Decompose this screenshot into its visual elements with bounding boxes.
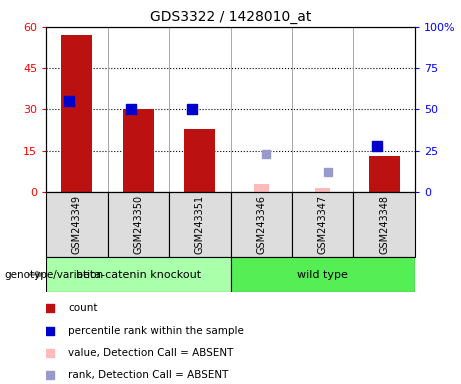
Point bbox=[260, 251, 268, 257]
Text: count: count bbox=[68, 303, 98, 313]
Text: GSM243349: GSM243349 bbox=[72, 195, 82, 254]
Bar bbox=[315, 188, 331, 192]
Bar bbox=[107, 192, 169, 257]
Bar bbox=[61, 35, 92, 192]
Bar bbox=[46, 192, 107, 257]
Bar bbox=[230, 192, 292, 257]
Text: GSM243350: GSM243350 bbox=[133, 195, 143, 254]
Bar bbox=[169, 192, 230, 257]
Bar bbox=[184, 129, 215, 192]
Bar bbox=[254, 184, 269, 192]
Point bbox=[262, 151, 270, 157]
Title: GDS3322 / 1428010_at: GDS3322 / 1428010_at bbox=[150, 10, 311, 25]
Text: percentile rank within the sample: percentile rank within the sample bbox=[68, 326, 244, 336]
Text: GSM243347: GSM243347 bbox=[318, 195, 328, 254]
Text: GSM243348: GSM243348 bbox=[379, 195, 389, 254]
Bar bbox=[123, 109, 154, 192]
Bar bbox=[230, 257, 415, 292]
Point bbox=[127, 106, 135, 113]
Point bbox=[189, 106, 196, 113]
Point bbox=[324, 169, 331, 175]
Point bbox=[373, 143, 380, 149]
Text: wild type: wild type bbox=[297, 270, 348, 280]
Point bbox=[66, 98, 73, 104]
Text: genotype/variation: genotype/variation bbox=[5, 270, 104, 280]
Bar bbox=[46, 257, 230, 292]
Text: GSM243351: GSM243351 bbox=[195, 195, 205, 254]
Bar bbox=[369, 156, 400, 192]
Bar bbox=[292, 192, 354, 257]
Bar bbox=[354, 192, 415, 257]
Text: GSM243346: GSM243346 bbox=[256, 195, 266, 254]
Text: value, Detection Call = ABSENT: value, Detection Call = ABSENT bbox=[68, 348, 234, 358]
Text: beta-catenin knockout: beta-catenin knockout bbox=[76, 270, 201, 280]
Point bbox=[260, 50, 268, 56]
Text: rank, Detection Call = ABSENT: rank, Detection Call = ABSENT bbox=[68, 370, 229, 380]
